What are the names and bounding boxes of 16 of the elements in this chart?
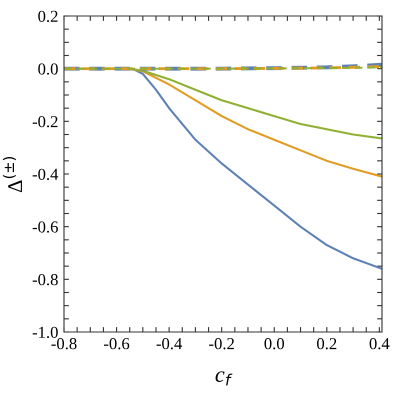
y-tick-label: -0.6 — [32, 221, 58, 233]
y-tick-label: -0.8 — [32, 274, 58, 286]
x-tick-label: 0.0 — [264, 338, 284, 350]
y-tick-label: 0.0 — [38, 63, 58, 75]
x-tick-label: 0.4 — [370, 338, 390, 350]
y-tick-label: -1.0 — [32, 326, 58, 338]
y-tick-label: -0.2 — [32, 116, 58, 128]
x-axis-title: c$_{f}$ — [216, 371, 232, 386]
x-tick-label: -0.2 — [209, 338, 234, 350]
x-tick-label: -0.8 — [51, 338, 77, 350]
x-tick-label: 0.2 — [317, 338, 336, 350]
x-tick-label: -0.4 — [156, 338, 182, 350]
y-tick-label: -0.4 — [32, 168, 58, 180]
x-tick-label: -0.6 — [104, 338, 130, 350]
y-tick-label: 0.2 — [38, 10, 58, 22]
y-axis-title: Δ$^{(±)}$ — [2, 157, 22, 192]
